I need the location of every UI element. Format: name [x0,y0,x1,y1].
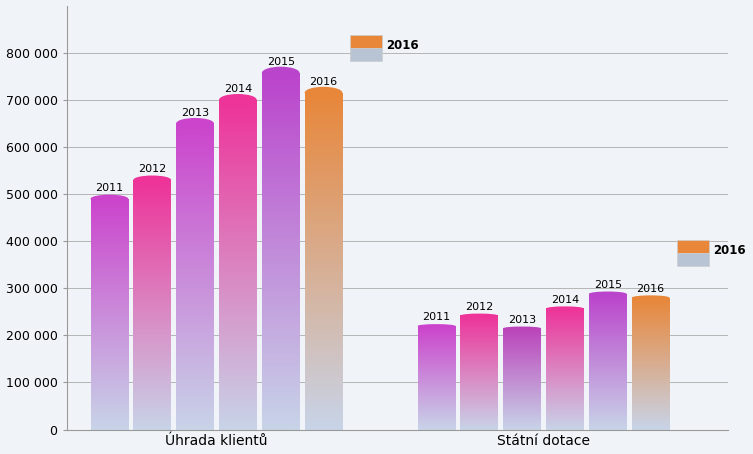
Ellipse shape [589,291,626,296]
Text: 2015: 2015 [267,57,294,67]
Ellipse shape [133,176,171,184]
Text: 2015: 2015 [593,280,622,290]
Bar [350,35,383,48]
Ellipse shape [90,195,128,203]
Text: 2014: 2014 [224,84,252,94]
Ellipse shape [632,296,669,300]
Bar [677,240,709,253]
Text: 2013: 2013 [181,108,209,118]
Bar [677,253,709,266]
Ellipse shape [305,87,343,99]
Text: 2011: 2011 [96,183,123,193]
Text: 2012: 2012 [138,164,166,174]
Ellipse shape [176,118,214,128]
Text: 2014: 2014 [550,295,579,305]
Ellipse shape [460,314,498,317]
Ellipse shape [546,306,584,311]
Ellipse shape [219,94,257,106]
Ellipse shape [503,326,541,330]
Text: 2011: 2011 [422,312,450,322]
Bar [350,48,383,61]
Text: 2016: 2016 [309,77,337,87]
Text: 2016: 2016 [636,284,665,294]
Text: 2012: 2012 [465,302,493,312]
Ellipse shape [418,324,456,328]
Text: 2016: 2016 [713,244,745,257]
Text: 2016: 2016 [386,39,419,52]
Ellipse shape [262,67,300,79]
Text: 2013: 2013 [508,315,536,325]
